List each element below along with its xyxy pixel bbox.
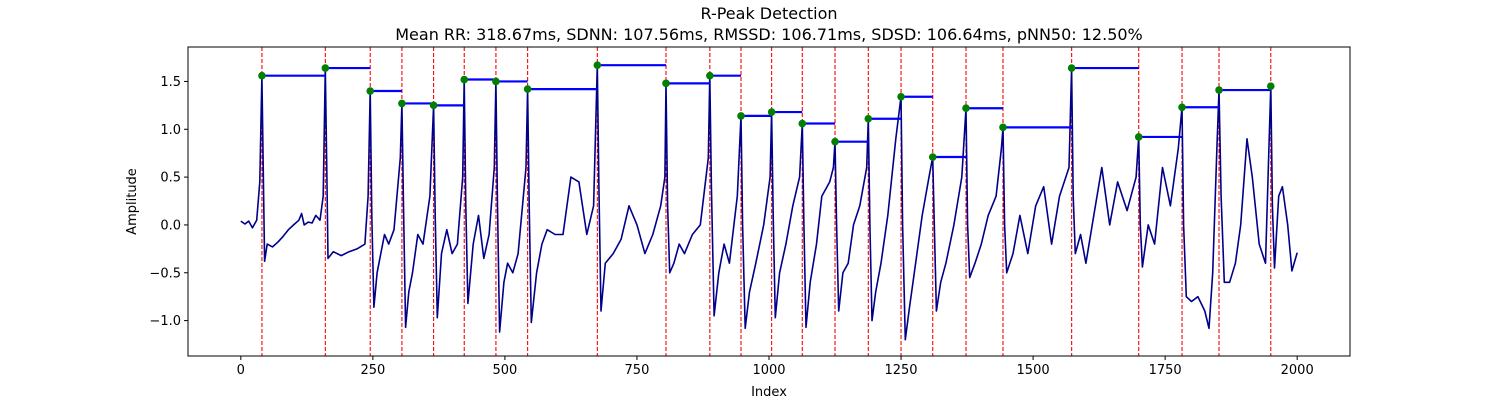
y-axis-label: Amplitude [125, 168, 140, 235]
r-peak-marker-6 [492, 77, 500, 86]
r-peak-marker-13 [798, 119, 807, 128]
r-peak-marker-5 [460, 75, 469, 84]
r-peak-marker-12 [767, 108, 776, 116]
y-tick-label-1: −0.5 [149, 266, 181, 281]
r-peak-marker-20 [1067, 64, 1076, 72]
r-peak-marker-4 [429, 101, 438, 110]
x-tick-label-6: 1500 [1017, 363, 1050, 378]
r-peak-marker-14 [831, 137, 839, 146]
x-tick-label-7: 1750 [1149, 363, 1182, 378]
plot-area [240, 47, 1298, 356]
r-peak-marker-24 [1266, 82, 1275, 91]
r-peak-marker-8 [593, 61, 602, 69]
r-peak-marker-22 [1178, 103, 1186, 112]
y-tick-label-4: 1.0 [160, 123, 181, 138]
x-axis-label: Index [751, 385, 787, 400]
y-tick-label-3: 0.5 [160, 171, 181, 186]
r-peak-marker-15 [864, 114, 873, 123]
r-peak-marker-9 [662, 79, 670, 88]
y-axis: −1.0 −0.5 0.0 0.5 1.0 1.5 [149, 75, 188, 329]
r-peak-marker-18 [962, 104, 970, 113]
x-tick-label-0: 0 [237, 363, 245, 378]
x-tick-label-5: 1250 [884, 363, 917, 378]
r-peak-marker-2 [366, 87, 375, 95]
x-tick-label-1: 250 [360, 363, 385, 378]
r-peak-marker-16 [897, 92, 905, 101]
r-peak-marker-1 [321, 64, 330, 72]
y-tick-label-2: 0.0 [160, 218, 181, 233]
y-tick-label-0: −1.0 [149, 314, 181, 329]
ecg-signal-line [240, 64, 1298, 341]
r-peak-marker-7 [523, 85, 532, 93]
r-peak-marker-11 [737, 112, 745, 120]
r-peak-marker-3 [398, 99, 406, 108]
r-peak-marker-23 [1215, 86, 1223, 94]
x-tick-label-2: 500 [492, 363, 517, 378]
r-peak-marker-0 [258, 71, 266, 80]
chart-title: R-Peak Detection [700, 4, 837, 23]
y-tick-label-5: 1.5 [160, 75, 181, 90]
x-tick-label-8: 2000 [1281, 363, 1314, 378]
axes-frame [187, 46, 1351, 357]
x-axis: 0 250 500 750 1000 1250 1500 1750 2000 [237, 356, 1314, 378]
r-peak-marker-17 [928, 153, 937, 161]
r-peak-marker-19 [999, 123, 1007, 132]
x-tick-label-3: 750 [625, 363, 650, 378]
x-tick-label-4: 1000 [752, 363, 785, 378]
r-peak-marker-21 [1134, 133, 1143, 141]
chart-subtitle: Mean RR: 318.67ms, SDNN: 107.56ms, RMSSD… [395, 25, 1143, 44]
r-peak-marker-10 [706, 71, 714, 80]
